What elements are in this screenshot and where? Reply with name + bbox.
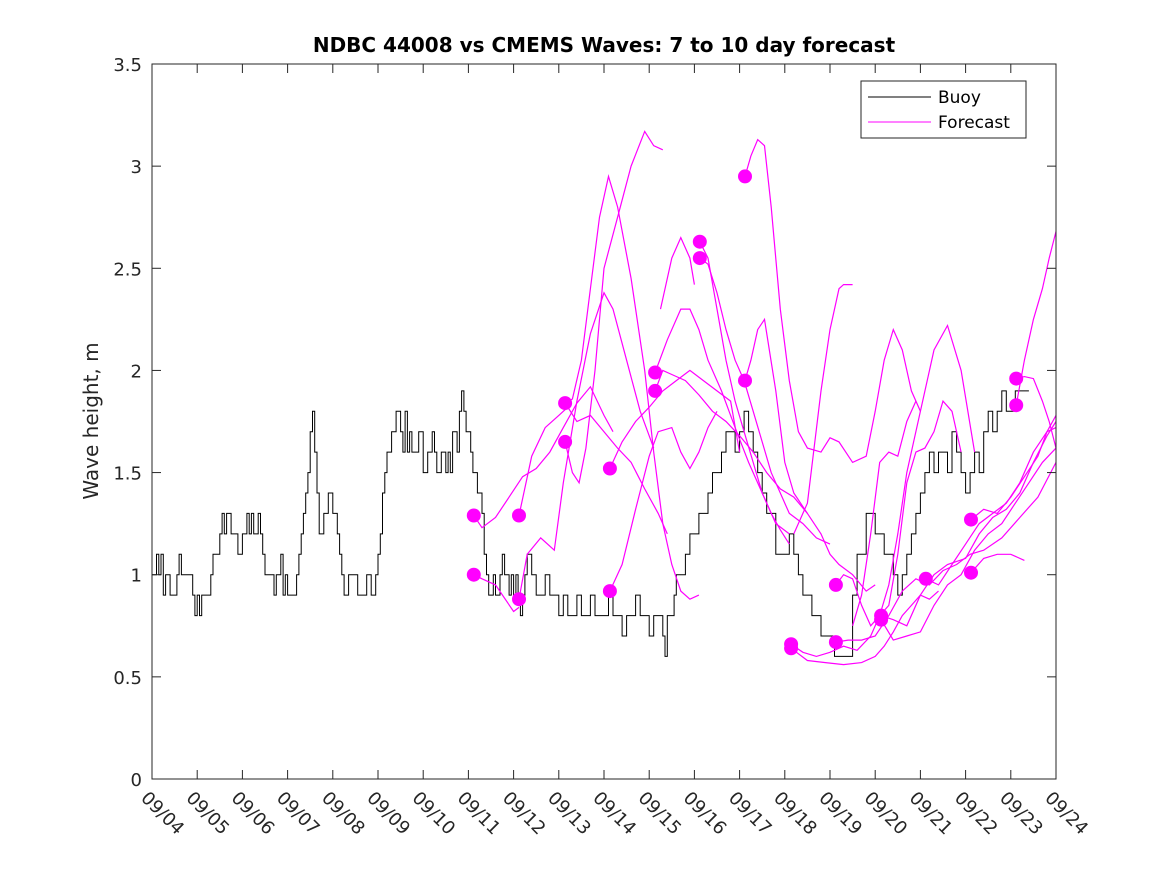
forecast-init-marker	[692, 251, 707, 266]
forecast-init-marker	[1009, 371, 1024, 386]
forecast-line-19	[835, 462, 1057, 643]
chart-title: NDBC 44008 vs CMEMS Waves: 7 to 10 day f…	[313, 33, 896, 57]
y-tick-label: 0	[131, 770, 142, 791]
forecast-init-marker	[1009, 398, 1024, 413]
forecast-line-7	[609, 411, 718, 592]
forecast-line-11	[699, 241, 790, 545]
legend-forecast-label: Forecast	[938, 113, 1010, 133]
series-layer	[152, 130, 1057, 666]
plot-area	[152, 64, 1056, 779]
y-tick-label: 2	[131, 361, 142, 382]
forecast-init-marker	[964, 565, 978, 580]
forecast-line-4	[518, 406, 668, 535]
forecast-line-23	[925, 415, 1057, 586]
buoy-line	[152, 390, 1029, 657]
forecast-line-8	[609, 369, 741, 469]
forecast-init-marker	[738, 169, 752, 184]
forecast-init-marker	[602, 461, 617, 476]
forecast-init-marker	[828, 635, 843, 650]
y-axis-ticks: 0 0.5 1 1.5 2 2.5 3 3.5	[113, 55, 1056, 791]
forecast-marker-layer	[466, 169, 1024, 656]
forecast-init-marker	[602, 584, 617, 599]
y-axis-label: Wave height, m	[79, 342, 103, 499]
y-tick-label: 1	[131, 566, 142, 587]
forecast-init-marker	[512, 592, 526, 607]
forecast-line-3	[518, 291, 655, 600]
forecast-line-15	[744, 138, 921, 464]
forecast-line-24	[852, 400, 917, 626]
forecast-init-marker	[512, 508, 526, 523]
legend-buoy-label: Buoy	[938, 88, 981, 108]
forecast-init-marker	[692, 234, 707, 249]
forecast-line-6	[564, 130, 664, 485]
forecast-init-marker	[466, 508, 481, 523]
forecast-init-marker	[648, 383, 663, 398]
y-tick-label: 1.5	[113, 464, 142, 485]
forecast-init-marker	[784, 641, 799, 656]
forecast-line-14	[744, 317, 876, 592]
legend-box	[860, 80, 1027, 139]
forecast-line-26	[970, 427, 1057, 521]
forecast-line-27	[1016, 375, 1057, 449]
forecast-init-marker	[918, 571, 933, 586]
forecast-init-marker	[558, 396, 573, 411]
forecast-line-22	[880, 447, 1057, 641]
forecast-line-25	[970, 553, 1025, 574]
y-tick-label: 0.5	[113, 668, 142, 689]
forecast-line-16	[790, 399, 962, 658]
forecast-init-marker	[738, 373, 752, 388]
forecast-line-12	[699, 257, 831, 545]
forecast-line-18	[835, 323, 976, 627]
forecast-init-marker	[874, 612, 889, 627]
forecast-line-9	[654, 369, 808, 514]
legend: Buoy Forecast	[860, 80, 1027, 139]
y-tick-label: 3	[131, 157, 142, 178]
y-tick-label: 2.5	[113, 259, 142, 280]
forecast-init-marker	[828, 577, 843, 592]
forecast-line-13	[659, 236, 695, 310]
forecast-init-marker	[964, 512, 978, 527]
forecast-init-marker	[466, 567, 481, 582]
forecast-init-marker	[648, 365, 663, 380]
forecast-init-marker	[558, 434, 573, 449]
forecast-line-5	[564, 174, 700, 600]
forecast-line-28	[1015, 231, 1057, 406]
forecast-line-20	[793, 284, 853, 535]
y-tick-label: 3.5	[113, 55, 142, 76]
